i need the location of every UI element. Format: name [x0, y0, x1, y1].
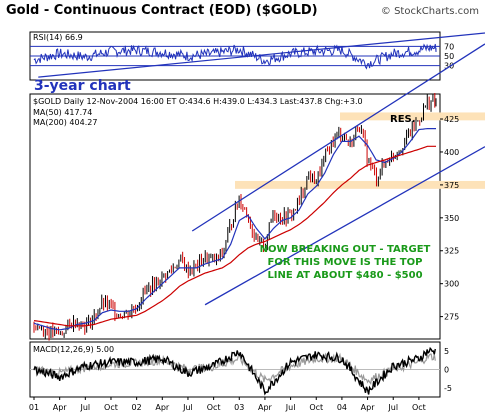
macd-tick-label: -5 [444, 384, 452, 393]
upper-trendline [191, 43, 485, 232]
x-tick-label: Apr [361, 403, 376, 412]
breakout-annotation: NOW BREAKING OUT - TARGET FOR THIS MOVE … [260, 244, 431, 281]
three-year-label: 3-year chart [34, 78, 131, 94]
x-tick-label: Oct [207, 403, 221, 412]
price-tick-label: 350 [444, 214, 459, 223]
resistance-zone [235, 180, 485, 189]
macd-signal-line [33, 352, 436, 385]
ma200-line [33, 145, 436, 327]
x-tick-label: 01 [29, 403, 39, 412]
resistance-label: RES. [390, 114, 416, 125]
x-tick-label: Oct [104, 403, 118, 412]
price-tick-label: 325 [444, 247, 459, 256]
svg-text:LINE AT ABOUT $480 - $500: LINE AT ABOUT $480 - $500 [267, 270, 422, 281]
chart-title: Gold - Continuous Contract (EOD) ($GOLD) [6, 3, 318, 18]
rsi-tick-label: 50 [444, 52, 454, 61]
rsi-tick-label: 70 [444, 42, 454, 51]
x-tick-label: Oct [309, 403, 323, 412]
x-tick-label: 04 [337, 403, 347, 412]
macd-tick-label: 5 [444, 347, 449, 356]
price-tick-label: 400 [444, 148, 459, 157]
ma50-legend: MA(50) 417.74 [33, 108, 92, 117]
macd-line [33, 346, 436, 396]
macd-layer: -5 0 5 [30, 346, 452, 396]
price-tick-label: 375 [444, 181, 459, 190]
x-tick-label: 02 [132, 403, 142, 412]
svg-text:NOW BREAKING OUT - TARGET: NOW BREAKING OUT - TARGET [260, 244, 431, 255]
resistance-zone [340, 112, 485, 121]
svg-text:FOR THIS MOVE IS THE TOP: FOR THIS MOVE IS THE TOP [268, 257, 423, 268]
x-tick-label: Jul [387, 403, 398, 412]
price-subtitle: $GOLD Daily 12-Nov-2004 16:00 ET O:434.6… [33, 97, 363, 106]
price-tick-label: 300 [444, 280, 459, 289]
x-tick-label: Jul [182, 403, 193, 412]
x-tick-label: Apr [53, 403, 68, 412]
x-tick-label: Jul [285, 403, 296, 412]
x-tick-label: 03 [234, 403, 244, 412]
macd-label: MACD(12,26,9) 5.00 [33, 345, 114, 354]
x-tick-label: Apr [258, 403, 273, 412]
copyright-label: © StockCharts.com [381, 6, 479, 17]
ma200-legend: MA(200) 404.27 [33, 118, 97, 127]
annotation-line-1: NOW BREAKING OUT - TARGET [260, 244, 431, 255]
rsi-series-line [33, 43, 437, 70]
rsi-label: RSI(14) 66.9 [33, 33, 83, 42]
macd-tick-label: 0 [444, 366, 449, 375]
ma50-line [33, 128, 436, 331]
x-tick-label: Jul [79, 403, 90, 412]
annotation-line-3: LINE AT ABOUT $480 - $500 [267, 270, 422, 281]
rsi-trendline [38, 32, 485, 78]
price-tick-label: 275 [444, 313, 459, 322]
x-tick-label: Oct [412, 403, 426, 412]
price-layer: 275 300 325 350 375 400 425 [33, 32, 485, 341]
x-tick-label: Apr [155, 403, 170, 412]
lower-trendline [204, 146, 485, 306]
annotation-line-2: FOR THIS MOVE IS THE TOP [268, 257, 423, 268]
x-axis: 01 Apr Jul Oct 02 Apr Jul Oct 03 Apr Jul Oct 04 Apr Ju… [29, 397, 426, 412]
price-tick-label: 425 [444, 115, 459, 124]
rsi-tick-label: 30 [444, 62, 454, 71]
